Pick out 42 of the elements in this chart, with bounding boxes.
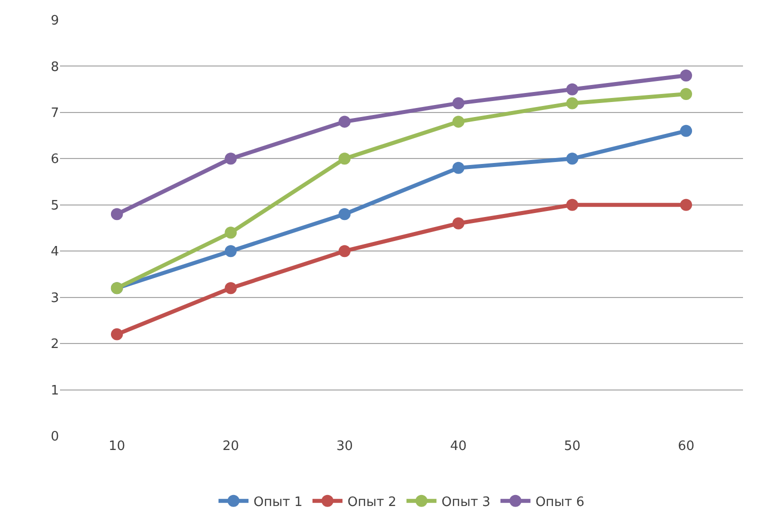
x-tick-label: 30	[336, 439, 353, 454]
y-tick-label: 9	[50, 14, 59, 29]
x-tick-label: 20	[222, 439, 240, 454]
point	[224, 282, 237, 294]
point	[338, 208, 351, 220]
point	[680, 88, 692, 100]
point	[680, 69, 692, 82]
y-tick-label: 1	[50, 383, 59, 398]
y-tick-label: 7	[50, 106, 59, 121]
x-tick-label: 60	[678, 439, 694, 454]
point	[338, 152, 351, 165]
x-tick-label: 40	[450, 439, 467, 454]
point	[566, 198, 578, 211]
y-tick-label: 5	[50, 198, 59, 214]
point	[680, 198, 692, 211]
point	[224, 152, 237, 165]
point	[680, 124, 692, 137]
legend-label: Опыт 1	[254, 494, 302, 510]
point	[338, 116, 351, 128]
point	[452, 162, 464, 174]
y-tick-label: 3	[50, 290, 59, 306]
legend-label: Опыт 3	[441, 494, 490, 510]
point	[338, 245, 351, 258]
point	[452, 116, 464, 128]
y-tick-label: 6	[50, 152, 59, 168]
legend-label: Опыт 2	[347, 494, 396, 510]
point	[566, 97, 578, 110]
x-tick-label: 50	[564, 439, 581, 454]
point	[110, 208, 123, 220]
y-tick-label: 0	[50, 430, 59, 445]
point	[566, 152, 578, 165]
x-tick-label: 10	[108, 439, 126, 454]
point	[566, 83, 578, 96]
y-tick-label: 8	[50, 60, 59, 75]
point	[110, 328, 123, 340]
legend-label: Опыт 6	[535, 494, 584, 510]
point	[224, 226, 237, 239]
y-tick-label: 2	[50, 337, 59, 352]
y-tick-label: 4	[50, 244, 59, 260]
point	[452, 217, 464, 230]
point	[452, 97, 464, 110]
point	[224, 245, 237, 258]
